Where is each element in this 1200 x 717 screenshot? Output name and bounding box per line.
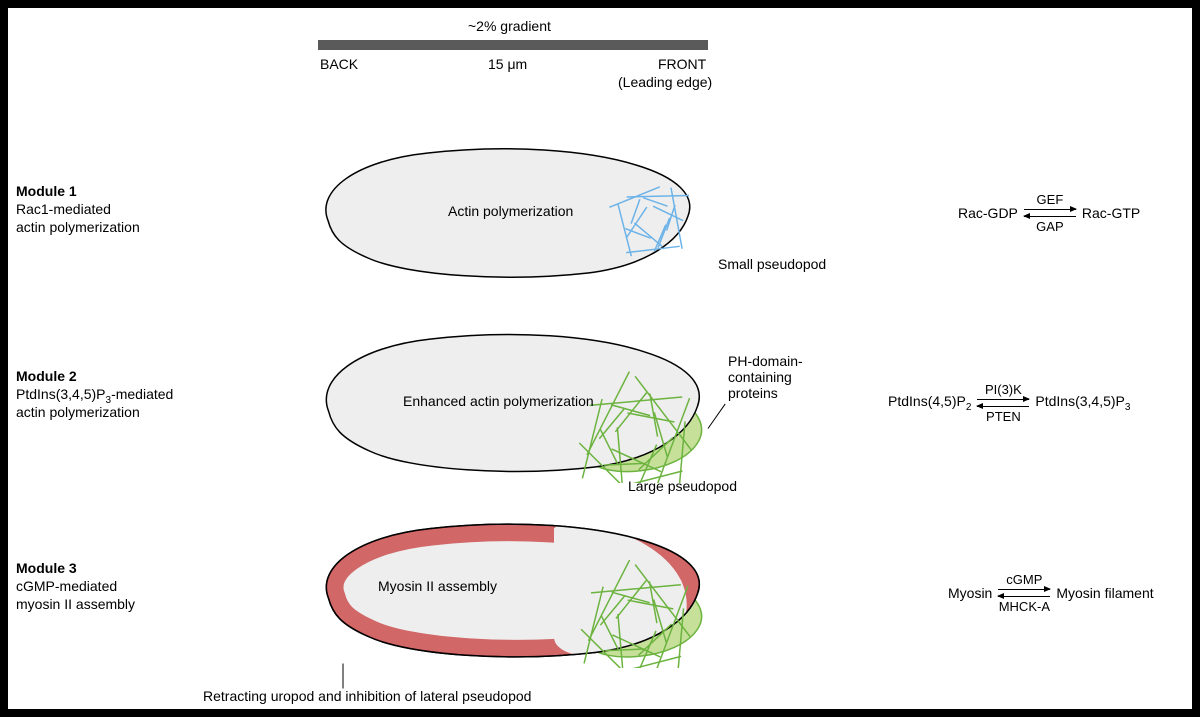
rxn2-bot-enzyme: PTEN xyxy=(986,410,1021,423)
cell1-internal-label: Actin polymerization xyxy=(448,203,573,219)
module3-bottom-caption: Retracting uropod and inhibition of late… xyxy=(203,688,531,704)
rxn3-top-enzyme: cGMP xyxy=(1006,573,1042,586)
gradient-label: ~2% gradient xyxy=(468,18,551,34)
front-sublabel: (Leading edge) xyxy=(618,74,712,90)
module2-desc2: actin polymerization xyxy=(16,404,140,420)
reaction-module2: PtdIns(4,5)P2 PI(3)K PTEN PtdIns(3,4,5)P… xyxy=(888,383,1130,423)
module3-title: Module 3 xyxy=(16,560,77,576)
cell2-side-label: PH-domain-containingproteins xyxy=(728,353,803,401)
rxn1-arrows: GEF GAP xyxy=(1024,193,1076,233)
rxn1-left: Rac-GDP xyxy=(958,205,1018,221)
rxn3-arrow-line xyxy=(998,586,1050,600)
module2-title: Module 2 xyxy=(16,368,77,384)
length-label: 15 μm xyxy=(488,56,527,72)
rxn3-right: Myosin filament xyxy=(1056,585,1153,601)
rxn1-top-enzyme: GEF xyxy=(1037,193,1064,206)
module1-desc2: actin polymerization xyxy=(16,219,140,235)
rxn1-arrow-line xyxy=(1024,206,1076,220)
back-label: BACK xyxy=(320,56,358,72)
gradient-bar xyxy=(318,40,708,50)
reaction-module1: Rac-GDP GEF GAP Rac-GTP xyxy=(958,193,1140,233)
diagram-canvas: ~2% gradient BACK 15 μm FRONT (Leading e… xyxy=(8,8,1192,709)
cell1-pseudopod-label: Small pseudopod xyxy=(718,256,826,272)
cell2-internal-label: Enhanced actin polymerization xyxy=(403,393,594,409)
rxn2-left: PtdIns(4,5)P2 xyxy=(888,393,971,413)
rxn3-left: Myosin xyxy=(948,585,992,601)
uropod-pointer xyxy=(343,664,344,689)
rxn2-top-enzyme: PI(3)K xyxy=(985,383,1022,396)
front-label: FRONT xyxy=(658,56,706,72)
module1-title: Module 1 xyxy=(16,183,77,199)
module2-desc1: PtdIns(3,4,5)P3-mediated xyxy=(16,386,173,406)
rxn2-right: PtdIns(3,4,5)P3 xyxy=(1035,393,1130,413)
rxn1-bot-enzyme: GAP xyxy=(1036,220,1063,233)
module1-desc1: Rac1-mediated xyxy=(16,201,111,217)
module3-desc2: myosin II assembly xyxy=(16,596,135,612)
rxn1-right: Rac-GTP xyxy=(1082,205,1140,221)
cell3-internal-label: Myosin II assembly xyxy=(378,578,497,594)
rxn2-arrows: PI(3)K PTEN xyxy=(977,383,1029,423)
module3-desc1: cGMP-mediated xyxy=(16,578,117,594)
rxn2-arrow-line xyxy=(977,396,1029,410)
rxn3-arrows: cGMP MHCK-A xyxy=(998,573,1050,613)
reaction-module3: Myosin cGMP MHCK-A Myosin filament xyxy=(948,573,1154,613)
cell-module3 xyxy=(308,513,718,668)
cell2-pseudopod-label: Large pseudopod xyxy=(628,478,737,494)
rxn3-bot-enzyme: MHCK-A xyxy=(999,600,1050,613)
